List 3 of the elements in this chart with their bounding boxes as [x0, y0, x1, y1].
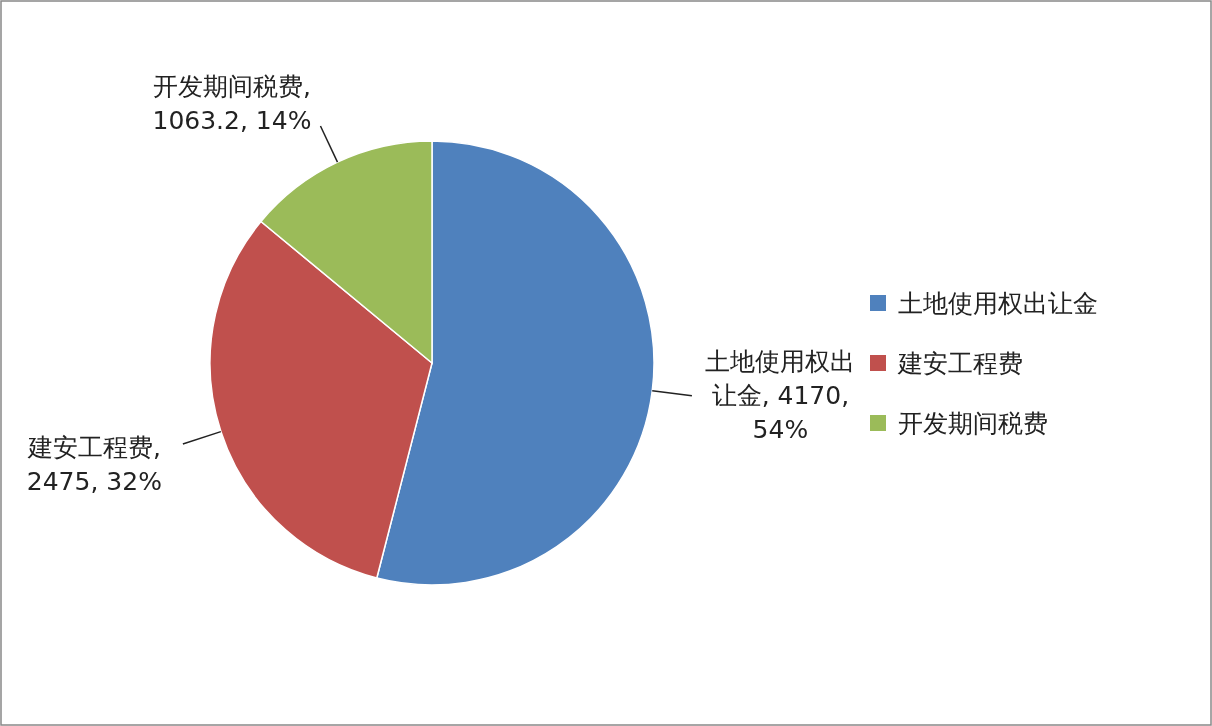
legend-label: 开发期间税费: [898, 409, 1048, 438]
legend-label: 土地使用权出让金: [898, 289, 1098, 318]
legend-label: 建安工程费: [897, 349, 1023, 378]
